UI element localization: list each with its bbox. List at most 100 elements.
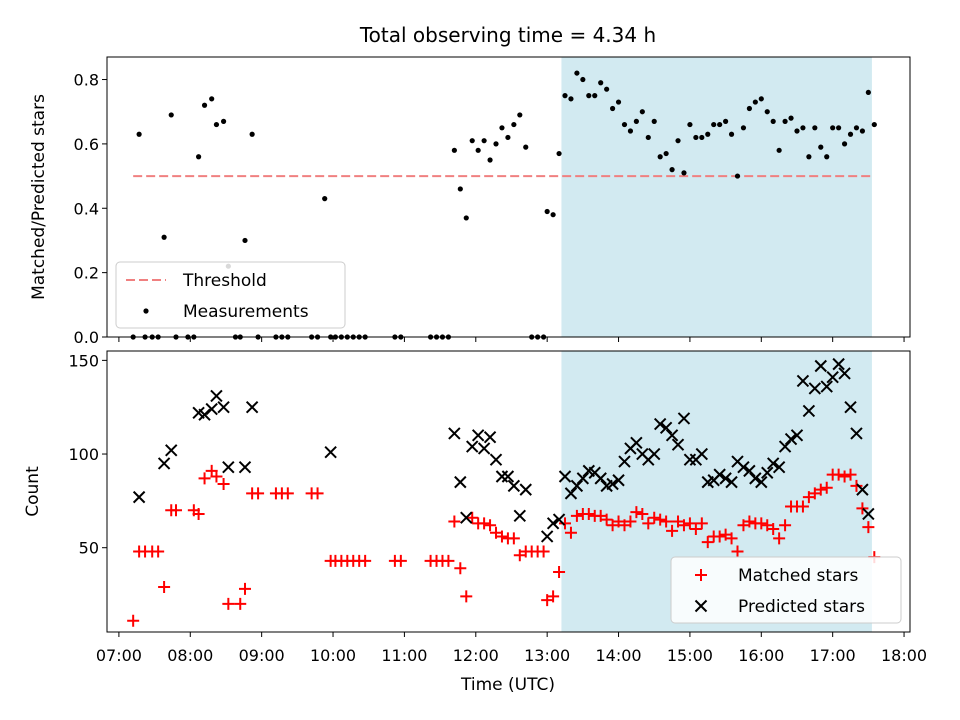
measurements-point [505, 134, 511, 141]
measurements-point [865, 89, 871, 96]
predicted-stars-point [796, 374, 810, 388]
predicted-stars-point [198, 408, 211, 421]
predicted-stars-point [205, 402, 218, 416]
predicted-stars-point [749, 472, 762, 485]
measurements-point [475, 147, 481, 153]
predicted-stars-point [618, 455, 631, 468]
ratio-plot-frame [106, 56, 911, 338]
ratio-marks [130, 70, 877, 340]
predicted-stars-point [513, 509, 527, 523]
measurements-point [806, 154, 812, 160]
measurements-point [723, 118, 729, 124]
matched-stars-point [600, 513, 613, 526]
measurements-point [322, 196, 328, 202]
matched-stars-point [484, 519, 497, 532]
measurements-point [598, 80, 604, 86]
matched-stars-point [844, 468, 857, 481]
matched-stars-point [553, 566, 566, 579]
measurements-point [705, 131, 711, 137]
ratio-y-axis: 0.0 0.2 0.4 0.6 0.8 [74, 71, 107, 347]
matched-stars-point [217, 478, 230, 491]
matched-stars-point [642, 517, 655, 530]
measurements-point [818, 144, 824, 150]
predicted-stars-point [546, 517, 560, 530]
matched-stars-point [701, 536, 714, 549]
matched-stars-point [820, 481, 833, 494]
matched-stars-point [234, 597, 247, 610]
predicted-stars-point [448, 427, 461, 440]
count-x-ticks: 07:00 08:00 09:00 10:00 11:00 12:00 13:00 14:00… [96, 632, 927, 665]
predicted-stars-point [483, 430, 497, 444]
measurements-point [457, 186, 463, 192]
predicted-stars-point [454, 475, 467, 489]
measurements-point [770, 118, 776, 124]
legend-label-threshold: Threshold [182, 271, 267, 291]
matched-stars-point [832, 468, 845, 481]
measurements-point [830, 125, 836, 131]
measurements-point [544, 208, 550, 215]
predicted-stars-point [761, 466, 774, 479]
x-tick-label: 08:00 [167, 646, 213, 665]
predicted-stars-point [552, 513, 566, 526]
matched-stars-point [448, 515, 461, 528]
predicted-stars-point [564, 487, 578, 500]
matched-stars-point [683, 517, 696, 530]
measurements-point [196, 154, 202, 160]
predicted-stars-point [165, 444, 178, 457]
measurements-point [168, 112, 174, 118]
predicted-stars-point [766, 457, 780, 470]
x-tick-label: 17:00 [810, 646, 856, 665]
ratio-x-ticks [118, 337, 905, 342]
predicted-stars-point [677, 412, 691, 425]
predicted-stars-point [477, 442, 491, 455]
predicted-stars-point [540, 530, 554, 543]
predicted-stars-point [737, 460, 750, 474]
matched-stars-point [856, 502, 869, 515]
legend-swatch-measurements [143, 308, 149, 314]
measurements-point [847, 131, 854, 137]
matched-stars-point [779, 519, 792, 532]
measurements-point [633, 118, 639, 124]
measurements-point [481, 138, 487, 144]
predicted-stars-point [659, 421, 673, 435]
measurements-point [645, 134, 651, 141]
predicted-stars-point [594, 472, 607, 485]
predicted-stars-point [719, 472, 732, 485]
matched-stars-point [695, 517, 708, 530]
predicted-stars-point [713, 468, 726, 481]
matched-stars-point [252, 487, 265, 500]
count-panel: 50 100 150 07:00 08:00 09:00 10:00 11:00 12:00 1… [23, 350, 927, 665]
y-tick-label: 100 [68, 445, 99, 464]
predicted-stars-point [838, 367, 851, 380]
predicted-stars-point [324, 445, 337, 459]
matched-stars-point [507, 532, 520, 545]
matched-stars-point [169, 504, 182, 517]
measurements-point [699, 134, 705, 141]
matched-stars-point [192, 507, 205, 520]
ratio-panel: 0.00.20.40.60.8 Matched/Predicted stars … [29, 56, 911, 347]
x-tick-label: 13:00 [524, 646, 570, 665]
x-tick-label: 09:00 [239, 646, 285, 665]
measurements-point [740, 125, 747, 131]
measurements-point [249, 131, 255, 137]
measurements-point [639, 109, 645, 115]
matched-stars-point [281, 487, 294, 500]
matched-stars-point [677, 519, 690, 532]
matched-stars-point [222, 597, 235, 610]
predicted-stars-point [802, 404, 816, 418]
y-tick-label: 0.2 [74, 264, 99, 283]
observing-window-shade [561, 57, 872, 337]
matched-stars-point [238, 582, 251, 595]
measurements-point [871, 121, 877, 128]
predicted-stars-point [495, 470, 509, 483]
measurements-point [493, 141, 499, 147]
measurements-point [550, 212, 556, 218]
matched-stars-point [624, 515, 637, 528]
measurements-point [586, 93, 592, 99]
x-tick-label: 18:00 [881, 646, 927, 665]
measurements-point [201, 102, 208, 108]
predicted-stars-point [808, 382, 822, 395]
y-tick-label: 0.0 [74, 328, 99, 347]
x-axis-label: Time (UTC) [460, 675, 555, 695]
matched-stars-point [495, 530, 508, 543]
